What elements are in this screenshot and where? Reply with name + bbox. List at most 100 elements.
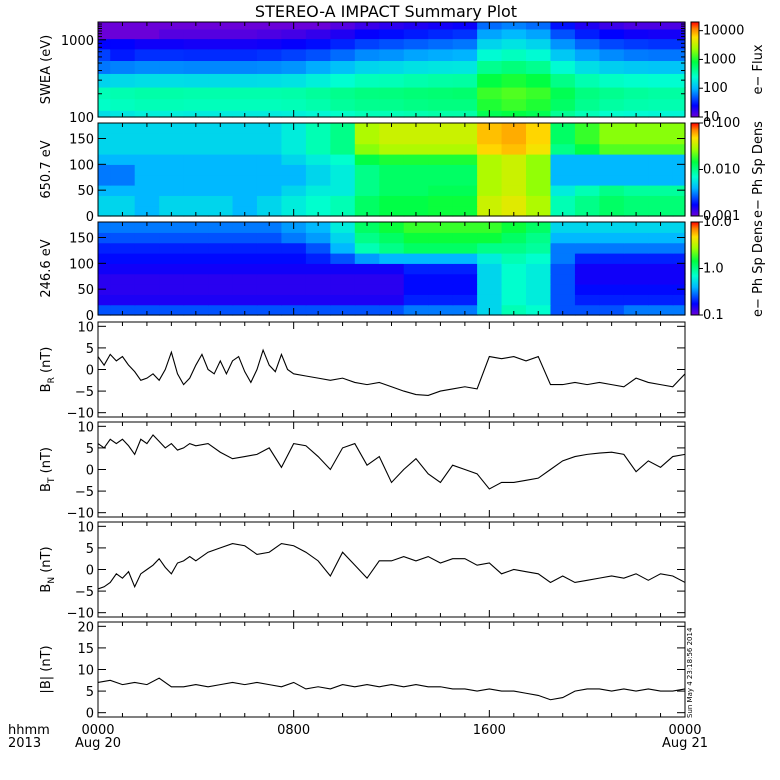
heat-cell-pad650 (110, 205, 136, 217)
heat-cell-swea (526, 48, 552, 61)
heat-cell-swea (623, 38, 649, 50)
heat-cell-swea (526, 86, 552, 100)
heat-cell-pad650 (574, 143, 600, 155)
heat-cell-pad650 (159, 185, 185, 196)
y-tick-label: 100 (69, 158, 94, 173)
heat-cell-pad246 (550, 253, 576, 264)
series-line-bmag (97, 677, 686, 701)
heat-cell-pad246 (354, 263, 380, 275)
heat-cell-pad650 (305, 185, 331, 196)
heat-cell-pad650 (305, 143, 331, 155)
heat-cell-pad246 (672, 242, 686, 254)
heat-cell-swea (379, 86, 405, 100)
heat-cell-swea (232, 48, 258, 61)
heat-cell-pad650 (403, 205, 429, 217)
heat-cell-pad246 (501, 253, 527, 264)
heat-cell-swea (305, 38, 331, 50)
heat-cell-pad650 (623, 205, 649, 217)
heat-cell-swea (256, 48, 283, 61)
heat-cell-swea (98, 48, 111, 61)
heat-cell-pad246 (526, 294, 552, 306)
heat-cell-swea (281, 28, 307, 40)
heat-cell-pad650 (183, 123, 209, 134)
heat-cell-pad246 (403, 284, 429, 295)
heat-cell-pad650 (134, 205, 160, 217)
heat-cell-swea (256, 73, 283, 88)
heat-cell-pad650 (403, 195, 429, 207)
chart-title: STEREO-A IMPACT Summary Plot (255, 2, 517, 21)
heat-cell-swea (232, 98, 258, 111)
heat-cell-pad246 (550, 273, 576, 285)
heat-cell-swea (403, 38, 429, 50)
heat-cell-swea (452, 60, 478, 74)
heat-cell-pad246 (354, 253, 380, 264)
heat-cell-swea (574, 86, 600, 100)
heat-cell-swea (330, 60, 356, 74)
heat-cell-pad246 (183, 232, 209, 244)
y-tick-label: 0 (86, 210, 94, 225)
heat-cell-swea (256, 86, 283, 100)
heat-cell-swea (159, 48, 185, 61)
heat-cell-pad246 (526, 232, 552, 244)
heat-cell-pad246 (134, 284, 160, 295)
heat-cell-pad650 (672, 123, 686, 134)
colorbar-pad650 (690, 122, 700, 217)
colorbar-label: e− Ph Sp Dens (751, 220, 766, 317)
heat-cell-pad650 (159, 205, 185, 217)
heat-cell-swea (98, 86, 111, 100)
heat-cell-pad246 (256, 222, 283, 233)
heat-cell-swea (623, 73, 649, 88)
heat-cell-pad650 (256, 123, 283, 134)
y-tick-label: 10 (77, 664, 94, 679)
heat-cell-swea (526, 38, 552, 50)
y-tick-label: 150 (69, 232, 94, 247)
heat-cell-pad650 (672, 174, 686, 186)
heat-cell-pad650 (110, 133, 136, 145)
heat-cell-pad246 (452, 284, 478, 295)
heat-cell-pad246 (403, 242, 429, 254)
heat-cell-pad650 (550, 154, 576, 165)
heat-cell-swea (159, 73, 185, 88)
heat-cell-pad246 (232, 284, 258, 295)
heat-cell-pad246 (256, 294, 283, 306)
heat-cell-pad650 (134, 154, 160, 165)
heat-cell-pad246 (672, 273, 686, 285)
heat-cell-pad650 (452, 185, 478, 196)
heat-cell-swea (403, 86, 429, 100)
heat-cell-swea (672, 60, 686, 74)
heat-cell-swea (599, 98, 625, 111)
heat-cell-swea (183, 48, 209, 61)
heat-cell-pad650 (110, 154, 136, 165)
y-tick-label: 20 (77, 620, 94, 635)
heat-cell-pad246 (110, 263, 136, 275)
heat-cell-pad650 (330, 164, 356, 176)
heat-cell-pad650 (550, 185, 576, 196)
heat-cell-swea (208, 73, 234, 88)
heat-cell-pad246 (110, 253, 136, 264)
heat-cell-pad650 (648, 164, 674, 176)
heat-cell-swea (110, 28, 136, 40)
heat-cell-swea (403, 98, 429, 111)
heat-cell-swea (256, 60, 283, 74)
heat-cell-pad650 (574, 133, 600, 145)
heat-cell-pad246 (183, 284, 209, 295)
heat-cell-pad246 (159, 273, 185, 285)
heat-cell-pad650 (550, 133, 576, 145)
heat-cell-pad650 (159, 154, 185, 165)
heat-cell-pad246 (232, 232, 258, 244)
y-tick-label: 0 (86, 564, 94, 579)
heat-cell-swea (256, 38, 283, 50)
heat-cell-pad246 (379, 304, 405, 316)
heat-cell-pad650 (526, 133, 552, 145)
heat-cell-pad650 (403, 154, 429, 165)
heat-cell-pad650 (159, 164, 185, 176)
heat-cell-swea (134, 38, 160, 50)
heat-cell-swea (232, 38, 258, 50)
heat-cell-swea (574, 98, 600, 111)
heat-cell-pad650 (183, 164, 209, 176)
y-tick-label: 15 (77, 642, 94, 657)
heat-cell-pad650 (305, 133, 331, 145)
heat-cell-pad246 (452, 263, 478, 275)
heat-cell-pad650 (648, 143, 674, 155)
heat-cell-swea (526, 28, 552, 40)
